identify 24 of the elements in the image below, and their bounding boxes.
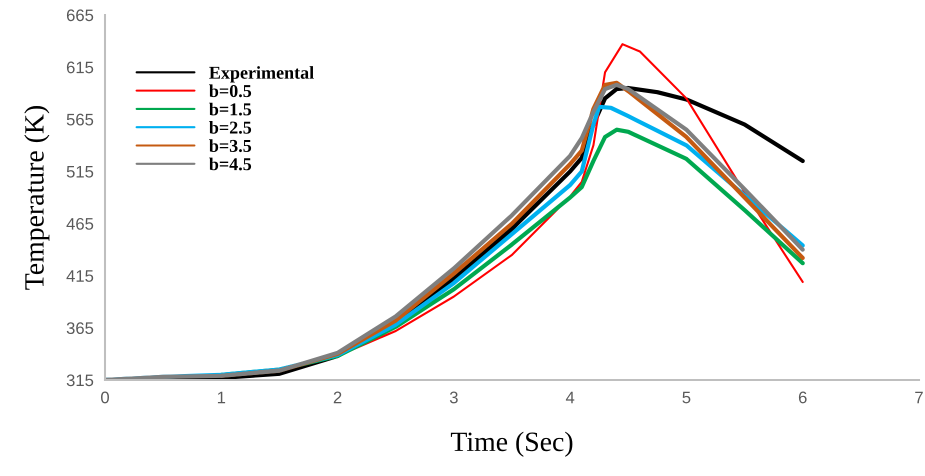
x-tick-label: 0 bbox=[101, 392, 109, 404]
y-tick-label: 665 bbox=[66, 9, 94, 22]
y-tick-label: 365 bbox=[66, 322, 94, 334]
x-tick-label: 6 bbox=[798, 392, 807, 404]
x-axis-title: Time (Sec) bbox=[450, 432, 572, 457]
y-axis-title: Temperature (K) bbox=[24, 106, 50, 290]
y-tick-label: 315 bbox=[66, 374, 94, 386]
x-tick-label: 4 bbox=[566, 392, 574, 404]
x-tick-label: 5 bbox=[682, 392, 690, 404]
y-tick-label: 465 bbox=[66, 218, 94, 230]
legend-label: Experimental bbox=[209, 66, 314, 83]
x-tick-label: 2 bbox=[334, 392, 342, 404]
legend-label: b=3.5 bbox=[209, 139, 252, 152]
y-tick-label: 415 bbox=[66, 270, 94, 282]
legend-label: b=0.5 bbox=[209, 84, 252, 98]
y-tick-label: 565 bbox=[66, 114, 94, 126]
y-tick-label: 515 bbox=[66, 166, 94, 178]
x-tick-label: 1 bbox=[218, 392, 226, 404]
legend-label: b=1.5 bbox=[209, 102, 252, 116]
y-tick-label: 615 bbox=[66, 62, 94, 74]
x-tick-label: 7 bbox=[915, 392, 923, 404]
legend-label: b=4.5 bbox=[209, 158, 252, 170]
x-tick-label: 3 bbox=[450, 392, 458, 404]
legend-label: b=2.5 bbox=[209, 121, 252, 134]
